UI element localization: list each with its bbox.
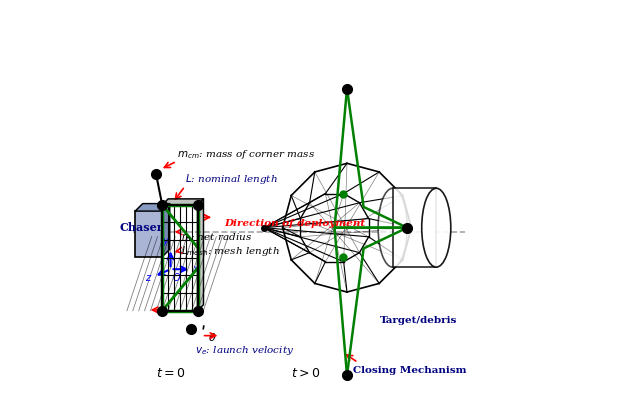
Text: $t>0$: $t>0$ [291, 367, 320, 380]
Text: Target/debris: Target/debris [380, 316, 458, 325]
Text: z: z [145, 273, 150, 283]
Text: $L$: nominal length: $L$: nominal length [185, 172, 278, 186]
Bar [393, 188, 436, 267]
Text: $m_{cm}$: mass of corner mass: $m_{cm}$: mass of corner mass [177, 148, 315, 161]
Text: x: x [192, 264, 198, 274]
Text: Direction of deployment: Direction of deployment [225, 219, 365, 228]
Text: $\theta$: $\theta$ [208, 331, 216, 344]
Text: $v_e$: launch velocity: $v_e$: launch velocity [195, 344, 294, 357]
FancyBboxPatch shape [135, 211, 162, 257]
Polygon shape [162, 204, 170, 257]
Polygon shape [162, 199, 204, 205]
Text: $t=0$: $t=0$ [156, 367, 185, 380]
Ellipse shape [422, 188, 451, 267]
Text: $L_{mesh}$: mesh length: $L_{mesh}$: mesh length [181, 244, 280, 257]
Text: $r_n$: net radius: $r_n$: net radius [181, 232, 252, 245]
Text: Chaser: Chaser [120, 222, 163, 233]
Text: Closing Mechanism: Closing Mechanism [353, 366, 467, 375]
Bar [162, 205, 198, 311]
Ellipse shape [378, 188, 407, 267]
Text: y: y [163, 236, 168, 246]
Text: O: O [173, 273, 180, 283]
Polygon shape [135, 204, 170, 211]
Polygon shape [198, 199, 204, 311]
